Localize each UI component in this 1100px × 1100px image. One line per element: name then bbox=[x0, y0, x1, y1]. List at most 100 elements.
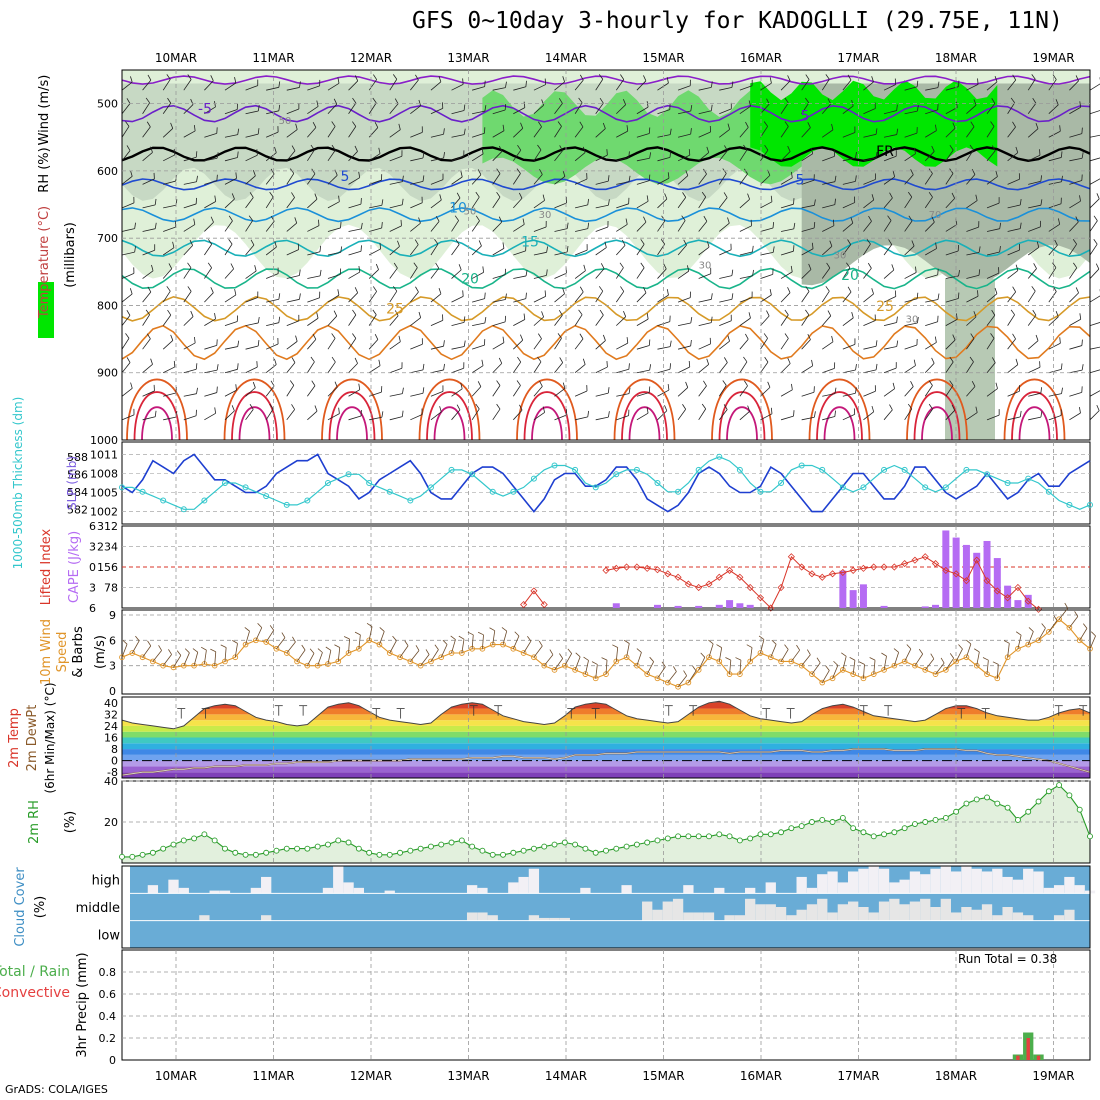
upper-wind-barb bbox=[307, 121, 317, 138]
thickness-point bbox=[180, 506, 187, 513]
wind-speed-point bbox=[263, 639, 270, 645]
isotherm-surface-lobe bbox=[433, 406, 466, 441]
upper-wind-barb bbox=[162, 122, 174, 138]
upper-wind-barb bbox=[657, 151, 672, 162]
upper-wind-barb bbox=[821, 286, 830, 303]
upper-wind-barb bbox=[780, 171, 793, 185]
upper-wind-barb bbox=[307, 245, 322, 256]
upper-wind-barb bbox=[1048, 74, 1057, 91]
cloud-row-label: high bbox=[92, 874, 120, 889]
upper-wind-barb bbox=[245, 381, 256, 397]
upper-wind-barb bbox=[801, 286, 810, 303]
precip-panel-frame bbox=[121, 949, 1091, 1061]
upper-wind-barb bbox=[389, 150, 403, 162]
thickness-point bbox=[201, 497, 208, 504]
cape-bar bbox=[859, 584, 867, 608]
date-label-top: 19MAR bbox=[1032, 51, 1074, 65]
upper-wind-barb bbox=[677, 215, 686, 232]
upper-wind-barb bbox=[657, 77, 669, 91]
surface-wind-barb bbox=[343, 636, 350, 654]
surface-wind-barb bbox=[533, 640, 543, 658]
rh2m-point bbox=[397, 849, 403, 856]
rh2m-point bbox=[304, 845, 311, 852]
isotherm-freezing bbox=[121, 146, 1091, 163]
upper-wind-barb bbox=[410, 239, 419, 256]
upper-wind-barb bbox=[224, 77, 237, 91]
upper-wind-barb bbox=[883, 192, 893, 209]
upper-wind-barb bbox=[574, 264, 586, 279]
temp-band bbox=[122, 754, 1090, 761]
surface-wind-barb bbox=[780, 644, 789, 662]
upper-wind-barb bbox=[925, 293, 940, 303]
thickness-point bbox=[839, 484, 846, 491]
upper-wind-barb bbox=[698, 168, 707, 185]
cape-bar bbox=[746, 604, 754, 608]
upper-wind-barb bbox=[863, 102, 876, 115]
upper-wind-barb bbox=[615, 74, 625, 91]
upper-wind-barb bbox=[471, 147, 484, 162]
upper-wind-barb bbox=[842, 408, 856, 421]
surface-wind-barb bbox=[192, 648, 199, 666]
li-point bbox=[684, 580, 692, 588]
upper-wind-barb bbox=[286, 192, 295, 209]
date-label-bottom: 15MAR bbox=[642, 1069, 684, 1083]
upper-wind-barb bbox=[842, 363, 857, 374]
temp-tick-label: 40 bbox=[104, 697, 118, 710]
upper-wind-barb bbox=[513, 313, 526, 326]
upper-wind-barb bbox=[719, 314, 732, 327]
wind-speed-point bbox=[170, 664, 177, 671]
upper-wind-barb bbox=[183, 74, 192, 91]
cape-bar bbox=[839, 570, 847, 608]
wind-speed-point bbox=[922, 667, 929, 673]
upper-wind-barb bbox=[863, 151, 878, 162]
li-point bbox=[901, 560, 909, 568]
rh2m-point bbox=[407, 847, 414, 854]
upper-wind-barb bbox=[183, 262, 192, 279]
upper-wind-barb bbox=[595, 361, 608, 374]
upper-wind-barb bbox=[245, 265, 257, 279]
isotherm-label: 5 bbox=[801, 108, 810, 124]
upper-wind-barb bbox=[1027, 122, 1039, 138]
li-point bbox=[1024, 597, 1032, 605]
wind-speed-point bbox=[520, 650, 527, 656]
upper-wind-barb bbox=[966, 356, 974, 373]
cape-bar bbox=[973, 552, 981, 608]
li-axis-label: Lifted Index bbox=[39, 528, 54, 605]
rh2m-point bbox=[149, 849, 156, 856]
rh2m-point bbox=[520, 847, 527, 854]
upper-wind-barb bbox=[121, 310, 131, 326]
upper-wind-barb bbox=[822, 150, 836, 162]
cloud-high-cell bbox=[683, 885, 694, 894]
cloud-middle-cell bbox=[827, 912, 838, 921]
cloud-high-cell bbox=[466, 885, 478, 894]
isotherm-label: 25 bbox=[386, 302, 404, 318]
upper-wind-barb bbox=[1069, 174, 1083, 185]
upper-wind-barb bbox=[286, 293, 301, 303]
upper-wind-barb bbox=[904, 105, 919, 115]
rh2m-point bbox=[850, 825, 857, 832]
precip-tick-label: 0.6 bbox=[99, 988, 117, 1001]
wind-speed-point bbox=[685, 679, 692, 686]
rh2m-point bbox=[613, 845, 620, 852]
upper-wind-barb bbox=[533, 121, 542, 138]
upper-wind-barb bbox=[780, 198, 795, 209]
upper-wind-barb bbox=[554, 357, 564, 373]
surface-wind-barb bbox=[601, 657, 608, 675]
isotherm-surface-lobe bbox=[816, 391, 863, 441]
upper-wind-barb bbox=[142, 286, 152, 303]
rh2m-point bbox=[541, 843, 548, 850]
upper-wind-barb bbox=[801, 174, 815, 185]
surface-wind-barb bbox=[677, 670, 687, 688]
upper-wind-barb bbox=[307, 100, 319, 115]
cloud-high-cell bbox=[909, 871, 921, 894]
upper-wind-barb bbox=[616, 409, 630, 421]
rh2m-point bbox=[1045, 788, 1052, 795]
upper-wind-barb bbox=[1089, 369, 1100, 374]
upper-wind-barb bbox=[822, 219, 835, 232]
cloud-middle-cell bbox=[981, 904, 993, 921]
upper-wind-barb bbox=[986, 98, 996, 114]
upper-wind-barb bbox=[204, 216, 214, 232]
rh2m-point bbox=[355, 845, 362, 852]
surface-wind-barb bbox=[698, 652, 706, 671]
thickness-point bbox=[304, 497, 311, 504]
